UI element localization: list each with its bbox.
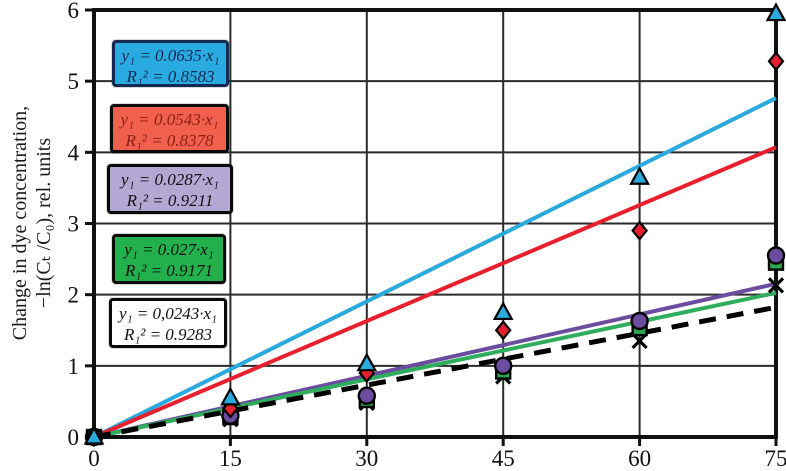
legend-equation: y₁ = 0.027·x₁: [124, 240, 214, 259]
y-tick-label: 2: [68, 283, 80, 308]
legend-r-squared: R₁² = 0.8583: [126, 67, 215, 86]
marker-series-1-triangle: [629, 165, 650, 185]
x-tick-label: 45: [492, 446, 515, 471]
legend-equation: y₁ = 0.0543·x₁: [120, 110, 219, 129]
legend-box-5: y₁ = 0,0243·x₁ R₁² = 0.9283: [109, 298, 227, 348]
legend-equation: y₁ = 0.0635·x₁: [121, 46, 220, 65]
x-tick-label: 15: [219, 446, 242, 471]
trendline-series-1-triangle: [93, 96, 777, 439]
x-tick-label: 30: [355, 446, 378, 471]
y-tick-label: 6: [68, 0, 80, 23]
legend-r-squared: R₁² = 0.9283: [123, 325, 213, 344]
legend-equation: y₁ = 0.0287·x₁: [121, 170, 219, 189]
x-tick-label: 60: [628, 446, 651, 471]
marker-series-1-triangle: [492, 301, 514, 321]
y-tick-label: 1: [68, 354, 80, 379]
y-tick-label: 5: [68, 69, 80, 94]
marker-series-2-diamond: [631, 220, 649, 241]
marker-series-1-triangle: [356, 352, 378, 372]
marker-series-3-circle: [630, 311, 649, 331]
y-tick-label: 4: [68, 140, 80, 165]
trendline-series-5-x: [93, 304, 777, 440]
legend-box-4: y₁ = 0.027·x₁ R₁² = 0.9171: [112, 234, 226, 284]
marker-series-2-diamond: [494, 320, 512, 341]
legend-box-2: y₁ = 0.0543·x₁ R₁² = 0.8378: [110, 104, 229, 153]
marker-series-3-circle: [766, 246, 786, 265]
legend-r-squared: R₁² = 0.8378: [125, 131, 214, 150]
x-tick-label: 75: [765, 446, 786, 471]
marker-series-5-x: [767, 277, 785, 294]
marker-series-3-circle: [494, 356, 513, 376]
marker-series-3-circle: [357, 386, 376, 405]
marker-series-1-triangle: [83, 425, 105, 445]
y-tick-label: 3: [68, 212, 80, 237]
legend-box-1: y₁ = 0.0635·x₁ R₁² = 0.8583: [112, 40, 229, 87]
legend-r-squared: R₁² = 0.9211: [126, 191, 214, 210]
x-tick-label: 0: [88, 446, 100, 471]
marker-series-1-triangle: [765, 2, 786, 22]
legend-equation: y₁ = 0,0243·x₁: [119, 304, 217, 323]
legend-r-squared: R₁² = 0.9171: [124, 261, 214, 280]
trendline-series-2-diamond: [93, 145, 777, 439]
y-tick-label: 0: [68, 425, 80, 450]
marker-series-1-triangle: [220, 386, 241, 406]
legend-box-3: y₁ = 0.0287·x₁ R₁² = 0.9211: [107, 164, 233, 214]
marker-series-2-diamond: [767, 51, 785, 72]
